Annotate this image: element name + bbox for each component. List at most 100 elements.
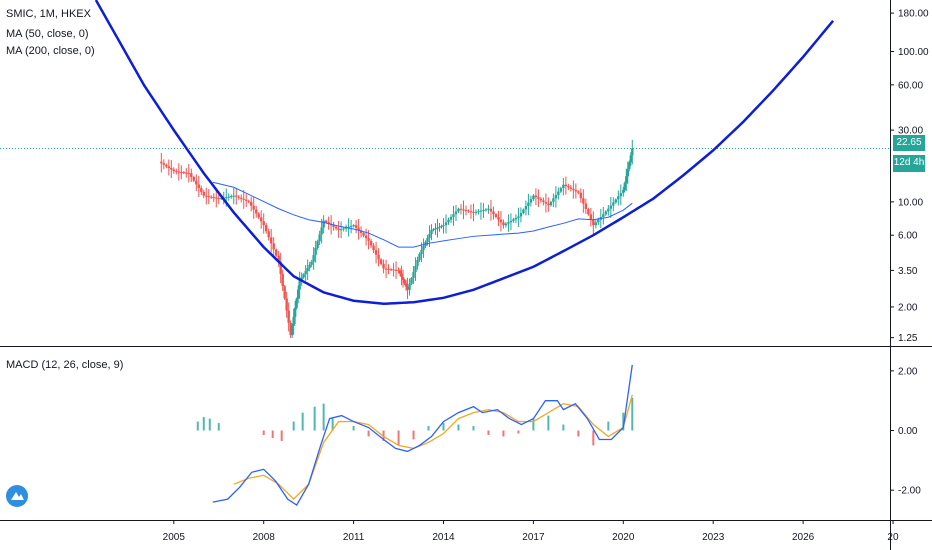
countdown-tag: 12d 4h	[893, 155, 925, 172]
candle-down	[237, 196, 240, 198]
candle-up	[349, 225, 353, 227]
candle-down	[160, 161, 163, 164]
candle-down	[542, 200, 545, 203]
candle-down	[197, 184, 200, 189]
macd-histogram-bar	[271, 430, 274, 438]
candle-down	[285, 298, 288, 311]
candle-down	[332, 225, 335, 227]
price-tick-label: 100.00	[898, 47, 929, 58]
candle-down	[382, 263, 385, 269]
candle-down	[167, 166, 171, 169]
ma200-legend[interactable]: MA (200, close, 0)	[6, 45, 95, 57]
candle-up	[519, 212, 523, 217]
macd-legend[interactable]: MACD (12, 26, close, 9)	[6, 359, 124, 371]
candle-down	[207, 196, 210, 198]
macd-histogram-bar	[217, 423, 220, 431]
candle-up	[412, 271, 415, 278]
candle-up	[625, 176, 628, 184]
candle-down	[537, 197, 540, 199]
candle-down	[274, 249, 278, 256]
time-tick-label: 2005	[163, 532, 186, 543]
price-tick-label: 10.00	[898, 197, 923, 208]
candle-up	[306, 267, 309, 272]
candle-down	[374, 250, 378, 255]
candle-up	[509, 220, 513, 223]
moving-average-line	[212, 181, 633, 248]
symbol-legend[interactable]: SMIC, 1M, HKEX	[6, 8, 91, 20]
candle-up	[514, 217, 518, 220]
candle-down	[190, 173, 193, 177]
candle-down	[372, 245, 375, 251]
price-tick-label: 30.00	[898, 126, 923, 137]
macd-histogram-bar	[301, 412, 304, 431]
candle-up	[232, 195, 235, 197]
candle-up	[619, 193, 623, 197]
candle-up	[609, 205, 613, 209]
last-price-tag: 22.65	[893, 135, 925, 151]
candle-down	[492, 211, 495, 215]
candle-down	[212, 197, 215, 199]
candle-down	[267, 231, 270, 238]
candle-down	[577, 191, 580, 193]
candle-down	[272, 243, 275, 250]
candle-down	[289, 322, 292, 336]
candle-down	[172, 169, 176, 172]
candle-up	[457, 208, 460, 212]
tradingview-logo-icon[interactable]	[6, 485, 28, 507]
candle-up	[293, 307, 297, 317]
candle-down	[245, 199, 248, 201]
macd-tick-label: 0.00	[898, 426, 918, 437]
macd-histogram-bar	[622, 412, 625, 431]
candle-up	[290, 325, 294, 336]
macd-histogram-bar	[322, 403, 325, 431]
signal-line	[233, 394, 633, 501]
candle-up	[436, 227, 439, 229]
time-tick-label: 2011	[343, 532, 365, 543]
time-tick-label: 2017	[522, 532, 545, 543]
candle-down	[240, 197, 243, 199]
candle-up	[344, 227, 348, 229]
candle-up	[628, 162, 631, 170]
candle-down	[250, 201, 253, 206]
candle-down	[327, 222, 330, 224]
macd-histogram-bar	[397, 430, 400, 446]
candle-down	[592, 219, 595, 226]
price-tick-label: 3.50	[898, 266, 918, 277]
candle-up	[479, 210, 483, 212]
candle-up	[434, 228, 437, 230]
macd-histogram-bar	[562, 424, 565, 431]
candle-up	[418, 254, 421, 260]
macd-histogram-bar	[262, 430, 265, 435]
candle-down	[467, 210, 470, 212]
candle-up	[504, 223, 508, 226]
price-tick-label: 6.00	[898, 231, 918, 242]
candle-down	[587, 208, 590, 215]
candle-up	[432, 229, 435, 231]
candle-down	[582, 198, 585, 204]
candle-up	[414, 265, 417, 272]
candle-down	[165, 164, 168, 167]
candle-up	[602, 214, 605, 217]
candle-up	[474, 211, 478, 213]
candle-down	[397, 270, 400, 272]
macd-tick-label: -2.00	[898, 486, 921, 497]
candle-up	[298, 280, 301, 290]
candle-up	[447, 219, 450, 223]
ma50-legend[interactable]: MA (50, close, 0)	[6, 28, 89, 40]
candle-down	[534, 195, 538, 198]
macd-histogram-bar	[202, 417, 205, 431]
macd-histogram-bar	[412, 430, 415, 440]
candle-up	[320, 227, 323, 235]
macd-histogram-bar	[547, 415, 550, 431]
candle-down	[404, 283, 408, 287]
candle-up	[310, 261, 313, 265]
candle-down	[464, 209, 468, 211]
candle-up	[614, 199, 618, 203]
candle-up	[220, 198, 223, 200]
candle-up	[623, 183, 626, 190]
candle-up	[527, 202, 530, 207]
candle-down	[279, 261, 282, 274]
candle-up	[594, 222, 598, 226]
candle-down	[384, 268, 388, 270]
macd-histogram-bar	[607, 421, 610, 431]
